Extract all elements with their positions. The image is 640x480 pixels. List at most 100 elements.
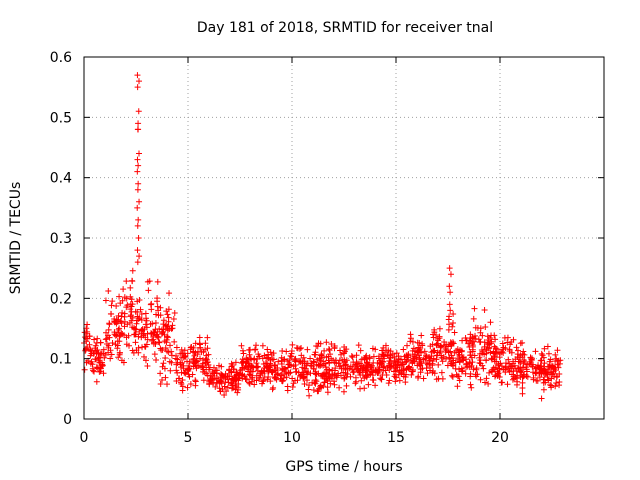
data-point [124,302,131,309]
data-point [334,372,341,379]
data-point [323,339,330,346]
data-point [291,357,298,364]
data-point [479,332,486,339]
data-point [242,362,249,369]
data-point [111,329,118,336]
data-point [264,346,271,353]
data-point [325,373,332,380]
data-point [118,330,125,337]
data-point [446,265,453,272]
x-tick-label: 0 [80,430,89,446]
data-point [134,186,141,193]
data-point [365,381,372,388]
data-point [470,366,477,373]
data-point [332,357,339,364]
data-point [103,329,110,336]
data-point [434,335,441,342]
data-point [305,386,312,393]
data-point [239,356,246,363]
data-point [445,326,452,333]
data-point [82,347,89,354]
data-point [524,373,531,380]
data-point [398,367,405,374]
data-point [341,374,348,381]
data-point [523,368,530,375]
data-point [228,385,235,392]
data-point [238,342,245,349]
data-point [545,350,552,357]
data-point [455,349,462,356]
data-point [416,339,423,346]
data-point [488,340,495,347]
data-point [259,380,266,387]
data-point [202,340,209,347]
data-point [245,346,252,353]
data-point [375,353,382,360]
grid [84,57,604,419]
data-point [313,378,320,385]
data-point [251,355,258,362]
data-point [343,382,350,389]
data-point [479,362,486,369]
data-point [192,349,199,356]
data-point [554,347,561,354]
data-point [450,320,456,327]
data-point [548,375,555,382]
data-point [164,311,171,318]
data-point [283,348,290,355]
data-point [324,389,331,396]
data-point [171,309,178,316]
data-point [378,362,385,369]
data-point [410,355,417,362]
data-point [321,347,328,354]
data-point [491,343,498,350]
data-point [289,341,296,348]
data-point [147,321,154,328]
data-point [228,368,235,375]
data-point [120,359,127,366]
data-point [197,344,204,351]
data-point [307,355,314,362]
data-point [240,359,247,366]
data-point [86,333,93,340]
data-point [543,370,550,377]
data-point [134,247,141,254]
data-point [370,377,377,384]
data-point [379,371,386,378]
data-point [435,375,442,382]
data-point [304,346,311,353]
data-point [481,306,488,313]
data-point [149,337,156,344]
data-point [136,78,143,85]
data-point [180,354,187,361]
data-point [200,377,207,384]
data-point [519,339,526,346]
data-point [256,353,263,360]
data-point [448,372,455,379]
data-point [138,311,145,318]
data-point [212,383,219,390]
data-point [404,342,411,349]
data-point [150,336,157,343]
data-point [129,267,136,274]
data-point [487,334,494,341]
data-point [423,352,430,359]
data-point [348,352,355,359]
data-point [517,368,524,375]
data-point [191,352,198,359]
data-point [357,360,364,367]
data-point [293,368,300,375]
data-point [377,375,384,382]
data-point [136,198,143,205]
data-point [294,377,301,384]
data-point [463,361,470,368]
data-point [311,351,318,358]
data-point [367,371,374,378]
data-point [398,362,405,369]
data-point [182,369,189,376]
data-point [492,349,499,356]
data-point [363,373,370,380]
data-point [135,108,142,115]
data-point [235,384,242,391]
data-point [506,367,513,374]
